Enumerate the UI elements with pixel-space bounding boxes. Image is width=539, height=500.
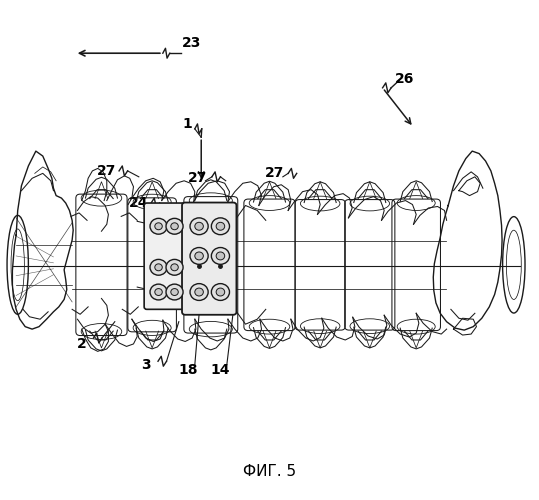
- Circle shape: [171, 223, 178, 230]
- Circle shape: [155, 264, 162, 271]
- Circle shape: [166, 284, 183, 300]
- Circle shape: [171, 264, 178, 271]
- Circle shape: [195, 222, 203, 230]
- Circle shape: [190, 218, 208, 234]
- Circle shape: [216, 222, 225, 230]
- Circle shape: [150, 284, 167, 300]
- Text: 23: 23: [182, 36, 201, 51]
- Circle shape: [216, 252, 225, 260]
- Text: 27: 27: [188, 172, 207, 185]
- Circle shape: [195, 252, 203, 260]
- Circle shape: [171, 288, 178, 296]
- FancyBboxPatch shape: [144, 203, 188, 310]
- Text: 3: 3: [141, 358, 150, 372]
- Circle shape: [190, 284, 208, 300]
- Circle shape: [211, 218, 230, 234]
- Circle shape: [195, 288, 203, 296]
- Text: 27: 27: [265, 166, 285, 180]
- Circle shape: [216, 288, 225, 296]
- Circle shape: [150, 218, 167, 234]
- Circle shape: [211, 284, 230, 300]
- Text: 1: 1: [182, 117, 192, 131]
- Text: ФИГ. 5: ФИГ. 5: [243, 464, 296, 479]
- Circle shape: [150, 260, 167, 275]
- Text: 26: 26: [395, 72, 414, 86]
- Circle shape: [166, 218, 183, 234]
- Text: 18: 18: [178, 362, 198, 376]
- Circle shape: [190, 248, 208, 264]
- Circle shape: [166, 260, 183, 275]
- Text: 27: 27: [97, 164, 116, 178]
- Circle shape: [211, 248, 230, 264]
- Text: 24: 24: [129, 196, 149, 210]
- Circle shape: [155, 223, 162, 230]
- Text: 14: 14: [211, 362, 230, 376]
- Text: 2: 2: [77, 337, 87, 351]
- Circle shape: [155, 288, 162, 296]
- FancyBboxPatch shape: [182, 202, 237, 315]
